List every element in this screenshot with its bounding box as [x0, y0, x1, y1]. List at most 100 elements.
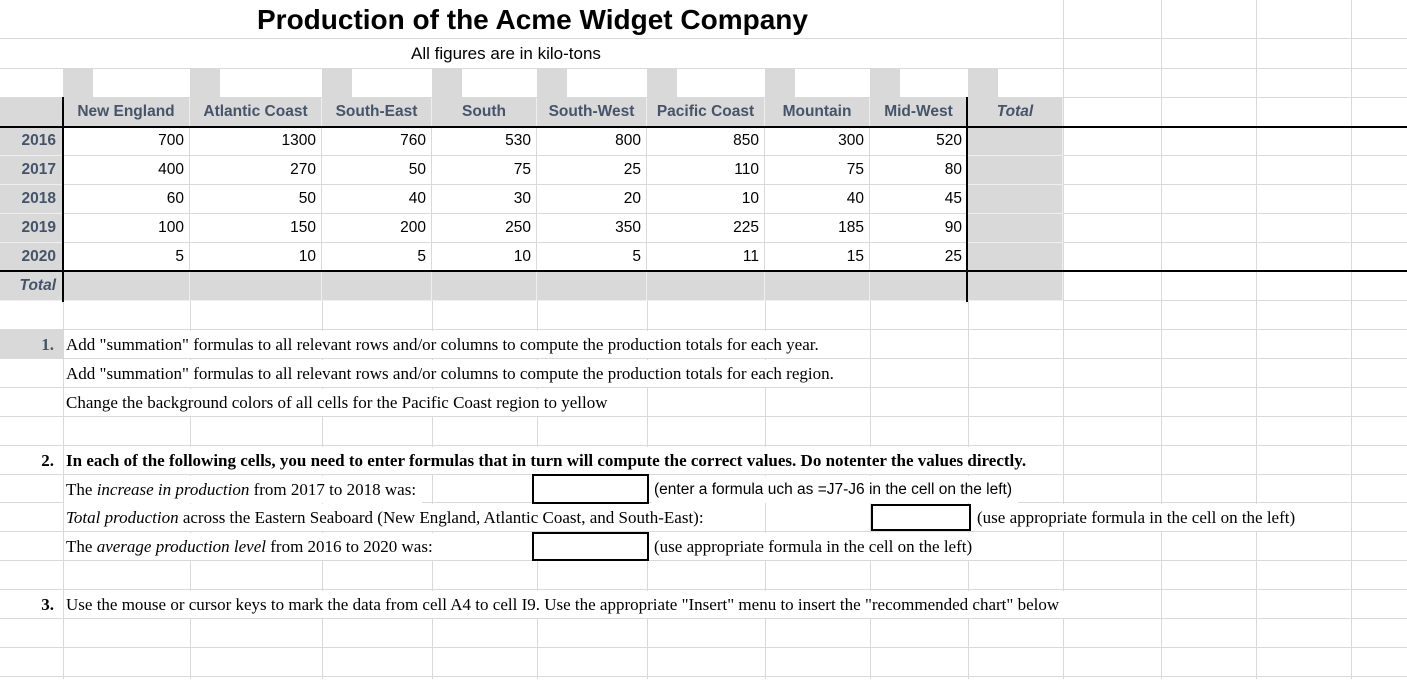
- instruction-1-line-1: Add "summation" formulas to all relevant…: [64, 331, 825, 358]
- column-header-pacific-coast[interactable]: Pacific Coast: [647, 98, 765, 127]
- row-header-2020[interactable]: 2020: [0, 243, 63, 272]
- instruction-1-line-3: Change the background colors of all cell…: [64, 389, 614, 416]
- total-row-cell[interactable]: [765, 272, 870, 301]
- gridline: [0, 68, 1407, 69]
- table-cell[interactable]: 50: [322, 156, 432, 185]
- gridline: [765, 68, 795, 98]
- table-cell[interactable]: 45: [870, 185, 968, 214]
- table-cell[interactable]: 185: [765, 214, 870, 243]
- text-segment: average production level: [96, 537, 266, 556]
- table-cell[interactable]: 10: [190, 243, 322, 272]
- column-header-south[interactable]: South: [432, 98, 537, 127]
- table-cell[interactable]: 100: [63, 214, 190, 243]
- table-cell[interactable]: 200: [322, 214, 432, 243]
- column-header-new-england[interactable]: New England: [63, 98, 190, 127]
- instruction-1-number: 1.: [0, 330, 63, 359]
- table-cell[interactable]: 40: [765, 185, 870, 214]
- table-cell[interactable]: 150: [190, 214, 322, 243]
- table-cell[interactable]: 760: [322, 127, 432, 156]
- total-column-cell[interactable]: [968, 156, 1063, 185]
- instruction-3-text: Use the mouse or cursor keys to mark the…: [64, 591, 1066, 618]
- table-cell[interactable]: 270: [190, 156, 322, 185]
- formula-input-average[interactable]: [532, 532, 649, 561]
- corner-cell[interactable]: [0, 98, 63, 127]
- table-cell[interactable]: 850: [647, 127, 765, 156]
- table-cell[interactable]: 25: [537, 156, 647, 185]
- table-cell[interactable]: 10: [647, 185, 765, 214]
- table-cell[interactable]: 5: [322, 243, 432, 272]
- table-cell[interactable]: 20: [537, 185, 647, 214]
- table-cell[interactable]: 30: [432, 185, 537, 214]
- table-cell[interactable]: 15: [765, 243, 870, 272]
- total-row-cell[interactable]: [647, 272, 765, 301]
- formula-input-total-eastern[interactable]: [871, 504, 971, 531]
- table-cell[interactable]: 60: [63, 185, 190, 214]
- table-cell[interactable]: 350: [537, 214, 647, 243]
- column-header-mountain[interactable]: Mountain: [765, 98, 870, 127]
- table-cell[interactable]: 520: [870, 127, 968, 156]
- column-header-mid-west[interactable]: Mid-West: [870, 98, 968, 127]
- table-cell[interactable]: 5: [537, 243, 647, 272]
- gridline: [190, 68, 220, 98]
- gridline: [0, 560, 1407, 561]
- row-header-2016[interactable]: 2016: [0, 127, 63, 156]
- gridline: [0, 358, 1407, 359]
- total-column-cell[interactable]: [968, 243, 1063, 272]
- gridline: [1256, 0, 1257, 679]
- total-column-cell[interactable]: [968, 127, 1063, 156]
- instruction-2-note-3: (use appropriate formula in the cell on …: [652, 533, 979, 560]
- table-cell[interactable]: 400: [63, 156, 190, 185]
- table-cell[interactable]: 50: [190, 185, 322, 214]
- table-cell[interactable]: 250: [432, 214, 537, 243]
- column-header-atlantic-coast[interactable]: Atlantic Coast: [190, 98, 322, 127]
- row-header-2017[interactable]: 2017: [0, 156, 63, 185]
- row-header-total[interactable]: Total: [0, 272, 63, 301]
- gridline: [0, 445, 1407, 446]
- total-row-cell[interactable]: [63, 272, 190, 301]
- gridline: [0, 38, 1407, 39]
- table-cell[interactable]: 11: [647, 243, 765, 272]
- text-segment: Total production: [66, 508, 179, 527]
- table-cell[interactable]: 800: [537, 127, 647, 156]
- total-row-cell[interactable]: [432, 272, 537, 301]
- instruction-2-row-1: The increase in production from 2017 to …: [64, 476, 423, 503]
- total-row-cell[interactable]: [537, 272, 647, 301]
- total-row-cell[interactable]: [322, 272, 432, 301]
- table-cell[interactable]: 300: [765, 127, 870, 156]
- table-cell[interactable]: 5: [63, 243, 190, 272]
- table-cell[interactable]: 225: [647, 214, 765, 243]
- table-cell[interactable]: 110: [647, 156, 765, 185]
- text-segment: from 2016 to 2020 was:: [266, 537, 433, 556]
- grand-total-cell[interactable]: [968, 272, 1063, 301]
- instruction-1-line-2: Add "summation" formulas to all relevant…: [64, 360, 840, 387]
- gridline: [432, 301, 433, 679]
- table-cell[interactable]: 90: [870, 214, 968, 243]
- total-row-cell[interactable]: [870, 272, 968, 301]
- text-segment: from 2017 to 2018 was:: [249, 480, 417, 499]
- total-row-cell[interactable]: [190, 272, 322, 301]
- gridline: [0, 97, 1407, 98]
- gridline: [0, 647, 1407, 648]
- table-cell[interactable]: 530: [432, 127, 537, 156]
- table-border-data-bottom: [0, 270, 1407, 272]
- row-header-2019[interactable]: 2019: [0, 214, 63, 243]
- column-header-south-east[interactable]: South-East: [322, 98, 432, 127]
- total-column-cell[interactable]: [968, 185, 1063, 214]
- gridline: [0, 589, 1407, 590]
- table-cell[interactable]: 80: [870, 156, 968, 185]
- column-header-south-west[interactable]: South-West: [537, 98, 647, 127]
- table-cell[interactable]: 75: [432, 156, 537, 185]
- gridline: [0, 329, 1407, 330]
- column-header-total[interactable]: Total: [968, 98, 1063, 127]
- table-cell[interactable]: 1300: [190, 127, 322, 156]
- table-cell[interactable]: 700: [63, 127, 190, 156]
- table-cell[interactable]: 40: [322, 185, 432, 214]
- table-cell[interactable]: 10: [432, 243, 537, 272]
- formula-input-increase[interactable]: [532, 474, 649, 504]
- text-segment: across the Eastern Seaboard (New England…: [178, 508, 704, 527]
- total-column-cell[interactable]: [968, 214, 1063, 243]
- row-header-2018[interactable]: 2018: [0, 185, 63, 214]
- table-cell[interactable]: 75: [765, 156, 870, 185]
- instruction-2-note-2: (use appropriate formula in the cell on …: [975, 504, 1302, 531]
- table-cell[interactable]: 25: [870, 243, 968, 272]
